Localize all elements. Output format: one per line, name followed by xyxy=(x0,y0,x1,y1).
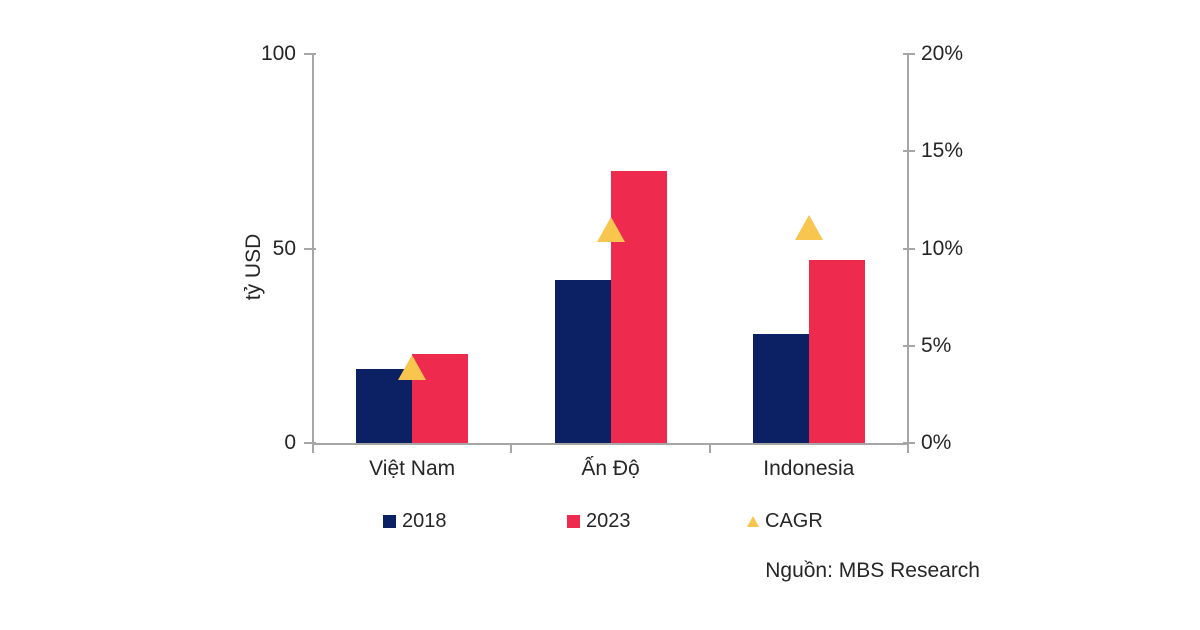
right-axis-line xyxy=(907,54,909,445)
legend-swatch-square-icon xyxy=(567,514,580,528)
category-label: Indonesia xyxy=(763,457,855,480)
left-axis-title: tỷ USD xyxy=(242,233,265,301)
legend-swatch-triangle-icon xyxy=(747,515,759,527)
cagr-marker-Ấn Độ xyxy=(596,216,625,242)
legend-label: 2023 xyxy=(586,510,631,532)
left-axis-tick-label: 100 xyxy=(260,42,296,65)
source-note: Nguồn: MBS Research xyxy=(765,559,980,582)
bar-2018-Indonesia xyxy=(752,334,809,443)
right-axis-tick xyxy=(903,53,915,55)
cagr-marker-Việt Nam xyxy=(398,354,427,380)
left-axis-tick-label: 50 xyxy=(272,236,296,260)
bar-2023-Indonesia xyxy=(808,260,865,443)
right-axis-tick-label: 5% xyxy=(921,333,952,357)
bar-2023-Ấn Độ xyxy=(610,170,667,443)
right-axis-tick-label: 20% xyxy=(921,42,964,65)
legend-item-2023: 2023 xyxy=(567,511,631,531)
left-axis-tick-label: 0 xyxy=(284,431,296,454)
bar-2018-Ấn Độ xyxy=(554,279,611,443)
left-axis-tick xyxy=(304,442,316,444)
x-axis-tick xyxy=(312,443,314,453)
right-axis-tick xyxy=(903,442,915,444)
right-axis-tick-label: 0% xyxy=(921,431,952,454)
right-axis-tick xyxy=(903,150,915,153)
right-axis-tick xyxy=(903,344,915,347)
right-axis-tick-label: 10% xyxy=(921,236,964,260)
legend-item-2018: 2018 xyxy=(383,511,447,531)
cagr-marker-Indonesia xyxy=(794,214,823,240)
x-axis-tick xyxy=(510,443,513,453)
legend-label: 2018 xyxy=(402,510,447,532)
x-axis-tick xyxy=(708,443,711,453)
category-label: Ấn Độ xyxy=(581,457,640,480)
category-label: Việt Nam xyxy=(369,457,456,480)
legend-swatch-square-icon xyxy=(383,514,396,528)
x-axis-tick xyxy=(907,443,909,453)
legend-label: CAGR xyxy=(765,510,823,532)
bar-2018-Việt Nam xyxy=(356,369,413,443)
left-axis-tick xyxy=(304,247,316,250)
right-axis-tick xyxy=(903,247,915,250)
legend-item-CAGR: CAGR xyxy=(747,511,823,531)
x-axis-line xyxy=(312,443,909,445)
left-axis-tick xyxy=(304,53,316,55)
right-axis-tick-label: 15% xyxy=(921,139,964,163)
left-axis-line xyxy=(312,54,314,445)
